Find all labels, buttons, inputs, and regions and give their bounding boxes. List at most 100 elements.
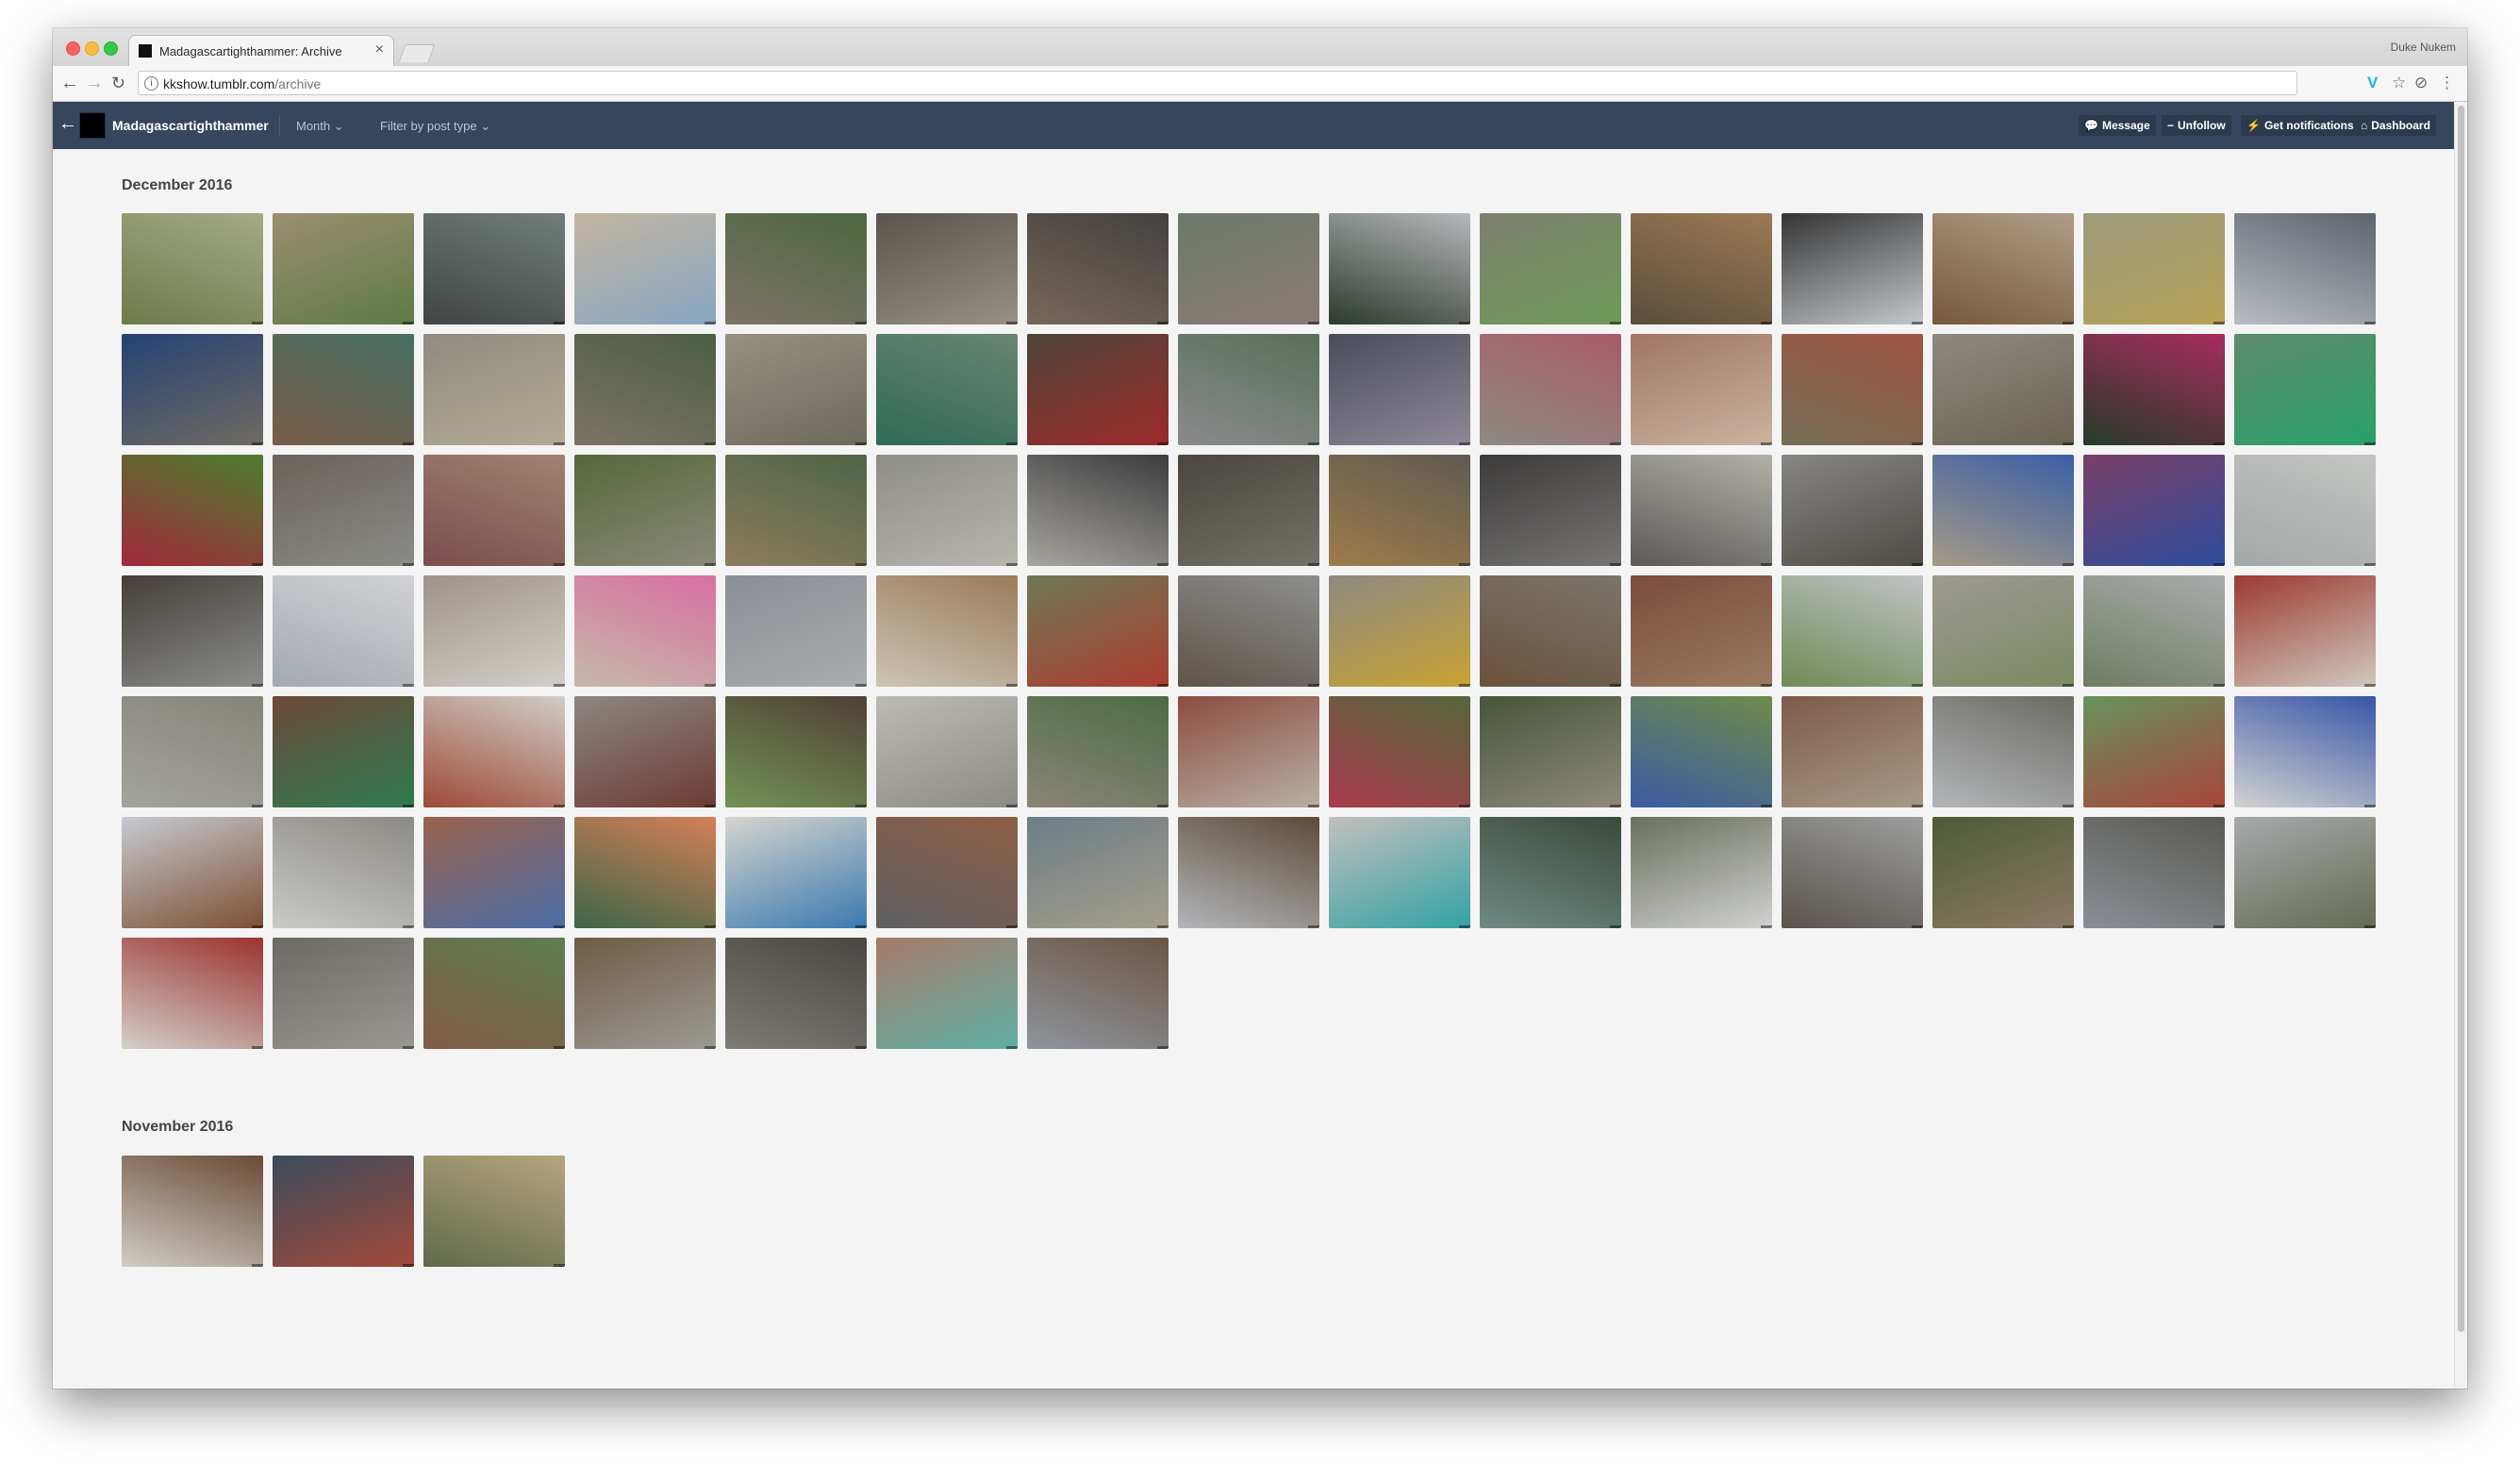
post-thumbnail[interactable] [2234, 334, 2376, 445]
post-thumbnail[interactable] [122, 455, 263, 566]
post-thumbnail[interactable] [2083, 575, 2225, 687]
post-thumbnail[interactable] [1480, 334, 1621, 445]
post-thumbnail[interactable] [2234, 213, 2376, 324]
profile-name[interactable]: Duke Nukem [2390, 41, 2456, 54]
post-thumbnail[interactable] [122, 213, 263, 324]
info-icon[interactable]: i [144, 76, 158, 91]
post-thumbnail[interactable] [423, 696, 565, 807]
post-thumbnail[interactable] [725, 938, 867, 1049]
post-thumbnail[interactable] [876, 455, 1018, 566]
new-tab-button[interactable] [398, 44, 436, 62]
vimeo-extension-icon[interactable]: V [2367, 74, 2379, 92]
dashboard-button[interactable]: ⌂ Dashboard [2355, 115, 2436, 136]
post-thumbnail[interactable] [1480, 696, 1621, 807]
post-thumbnail[interactable] [423, 455, 565, 566]
post-thumbnail[interactable] [2083, 817, 2225, 928]
post-thumbnail[interactable] [876, 575, 1018, 687]
post-thumbnail[interactable] [1932, 575, 2074, 687]
post-thumbnail[interactable] [574, 938, 716, 1049]
post-thumbnail[interactable] [2234, 575, 2376, 687]
post-thumbnail[interactable] [725, 575, 867, 687]
post-thumbnail[interactable] [2234, 817, 2376, 928]
post-thumbnail[interactable] [1782, 575, 1923, 687]
post-thumbnail[interactable] [2083, 334, 2225, 445]
post-thumbnail[interactable] [1480, 817, 1621, 928]
post-thumbnail[interactable] [1782, 817, 1923, 928]
post-thumbnail[interactable] [1782, 334, 1923, 445]
post-thumbnail[interactable] [273, 817, 414, 928]
post-thumbnail[interactable] [876, 213, 1018, 324]
post-thumbnail[interactable] [1631, 334, 1772, 445]
post-thumbnail[interactable] [725, 817, 867, 928]
post-thumbnail[interactable] [1480, 213, 1621, 324]
post-thumbnail[interactable] [273, 455, 414, 566]
zoom-window-button[interactable] [104, 42, 118, 56]
post-thumbnail[interactable] [2234, 696, 2376, 807]
post-thumbnail[interactable] [876, 334, 1018, 445]
post-thumbnail[interactable] [1631, 817, 1772, 928]
post-thumbnail[interactable] [1178, 696, 1319, 807]
post-thumbnail[interactable] [725, 696, 867, 807]
post-thumbnail[interactable] [1027, 213, 1169, 324]
post-thumbnail[interactable] [1027, 938, 1169, 1049]
post-thumbnail[interactable] [273, 938, 414, 1049]
address-bar[interactable]: i kkshow.tumblr.com/archive [138, 71, 2297, 95]
post-thumbnail[interactable] [1480, 455, 1621, 566]
post-thumbnail[interactable] [1178, 213, 1319, 324]
menu-icon[interactable]: ⋮ [2439, 74, 2455, 92]
post-thumbnail[interactable] [725, 334, 867, 445]
unfollow-button[interactable]: − Unfollow [2162, 115, 2231, 136]
post-thumbnail[interactable] [1932, 213, 2074, 324]
minimize-window-button[interactable] [85, 42, 99, 56]
post-thumbnail[interactable] [1027, 575, 1169, 687]
post-thumbnail[interactable] [1329, 575, 1470, 687]
post-thumbnail[interactable] [725, 213, 867, 324]
post-thumbnail[interactable] [122, 938, 263, 1049]
post-thumbnail[interactable] [273, 213, 414, 324]
post-thumbnail[interactable] [1329, 696, 1470, 807]
post-thumbnail[interactable] [1480, 575, 1621, 687]
post-thumbnail[interactable] [423, 817, 565, 928]
scrollbar-thumb[interactable] [2458, 106, 2464, 1332]
post-thumbnail[interactable] [876, 817, 1018, 928]
post-thumbnail[interactable] [876, 696, 1018, 807]
post-thumbnail[interactable] [2234, 455, 2376, 566]
filter-post-type-dropdown[interactable]: Filter by post type ⌄ [380, 119, 490, 134]
post-thumbnail[interactable] [1782, 696, 1923, 807]
post-thumbnail[interactable] [1329, 334, 1470, 445]
post-thumbnail[interactable] [122, 575, 263, 687]
post-thumbnail[interactable] [2083, 455, 2225, 566]
post-thumbnail[interactable] [1027, 334, 1169, 445]
post-thumbnail[interactable] [1631, 575, 1772, 687]
post-thumbnail[interactable] [1932, 817, 2074, 928]
post-thumbnail[interactable] [122, 696, 263, 807]
post-thumbnail[interactable] [1329, 817, 1470, 928]
active-tab[interactable]: Madagascartighthammer: Archive × [128, 35, 394, 66]
post-thumbnail[interactable] [2083, 213, 2225, 324]
post-thumbnail[interactable] [574, 817, 716, 928]
post-thumbnail[interactable] [122, 817, 263, 928]
blog-avatar[interactable] [79, 112, 106, 139]
post-thumbnail[interactable] [574, 455, 716, 566]
close-window-button[interactable] [66, 42, 80, 56]
message-button[interactable]: 💬 Message [2079, 115, 2156, 136]
back-to-blog-icon[interactable]: ← [58, 113, 77, 134]
post-thumbnail[interactable] [1178, 334, 1319, 445]
post-thumbnail[interactable] [423, 213, 565, 324]
post-thumbnail[interactable] [423, 1156, 565, 1267]
post-thumbnail[interactable] [1782, 455, 1923, 566]
post-thumbnail[interactable] [1178, 455, 1319, 566]
post-thumbnail[interactable] [1932, 334, 2074, 445]
star-icon[interactable]: ☆ [2392, 74, 2407, 92]
post-thumbnail[interactable] [1027, 455, 1169, 566]
post-thumbnail[interactable] [1178, 817, 1319, 928]
post-thumbnail[interactable] [122, 334, 263, 445]
post-thumbnail[interactable] [1932, 455, 2074, 566]
post-thumbnail[interactable] [273, 696, 414, 807]
post-thumbnail[interactable] [122, 1156, 263, 1267]
post-thumbnail[interactable] [273, 334, 414, 445]
month-dropdown[interactable]: Month ⌄ [296, 119, 344, 134]
post-thumbnail[interactable] [1027, 696, 1169, 807]
back-button[interactable]: ← [60, 73, 79, 93]
get-notifications-button[interactable]: ⚡ Get notifications [2241, 115, 2360, 136]
